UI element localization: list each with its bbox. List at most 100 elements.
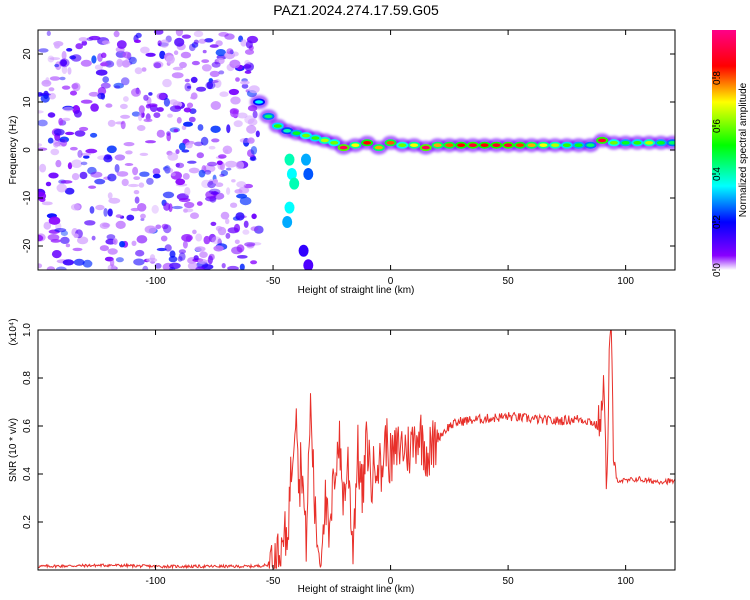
spectrogram-tail-mark <box>298 244 309 257</box>
noise-speckle <box>51 250 62 259</box>
noise-speckle <box>62 259 75 266</box>
ridge-core-mark <box>515 143 524 147</box>
noise-speckle <box>131 240 137 246</box>
noise-speckle <box>61 85 71 90</box>
x-tick-label: 50 <box>503 576 515 587</box>
noise-speckle <box>104 60 115 68</box>
noise-speckle <box>103 155 113 163</box>
y-tick-label: 0.4 <box>22 467 33 481</box>
noise-speckle <box>120 114 131 119</box>
noise-speckle <box>176 117 182 124</box>
ridge-core-mark <box>645 141 654 145</box>
noise-speckle <box>180 51 191 59</box>
x-tick-label: -100 <box>146 576 166 587</box>
noise-speckle <box>116 40 127 49</box>
noise-speckle <box>156 247 167 252</box>
noise-speckle <box>187 160 197 164</box>
noise-speckle <box>67 67 72 75</box>
noise-speckle <box>203 235 211 245</box>
snr-y-scale-label: (x10⁴) <box>8 318 19 345</box>
ridge-core-mark <box>339 145 348 150</box>
noise-speckle <box>202 49 207 54</box>
snr-x-axis-label: Height of straight line (km) <box>298 584 415 595</box>
noise-speckle <box>73 233 79 238</box>
noise-speckle <box>119 241 126 248</box>
noise-speckle <box>187 85 191 89</box>
noise-speckle <box>219 91 229 97</box>
noise-speckle <box>210 125 221 133</box>
ridge-core-mark <box>457 143 466 147</box>
noise-speckle <box>206 81 214 90</box>
noise-speckle <box>45 181 52 187</box>
noise-speckle <box>139 152 149 156</box>
noise-speckle <box>48 172 59 179</box>
noise-speckle <box>188 116 196 123</box>
noise-speckle <box>205 81 216 90</box>
noise-speckle <box>60 180 73 184</box>
noise-speckle <box>178 197 191 203</box>
spectrogram-tail-mark <box>301 153 311 166</box>
noise-speckle <box>64 187 75 195</box>
noise-speckle <box>230 202 238 208</box>
noise-speckle <box>102 76 109 83</box>
noise-speckle <box>190 212 199 219</box>
ridge-core-mark <box>598 138 607 143</box>
noise-speckle <box>146 257 158 263</box>
ridge-core-mark <box>656 141 665 145</box>
noise-speckle <box>77 149 83 158</box>
ridge-core-mark <box>398 143 407 147</box>
noise-speckle <box>247 118 258 126</box>
snr-y-axis-label: SNR (10 * v/v) <box>8 418 19 482</box>
noise-speckle <box>38 92 44 97</box>
noise-speckle <box>133 190 140 195</box>
noise-speckle <box>61 50 67 60</box>
noise-speckle <box>107 119 116 127</box>
colorbar-tick-label: 0.2 <box>712 215 723 229</box>
noise-speckle <box>94 64 103 70</box>
noise-speckle <box>195 233 203 242</box>
noise-speckle <box>209 80 219 83</box>
colorbar-tick-label: 0.6 <box>712 119 723 133</box>
noise-speckle <box>106 145 117 154</box>
noise-speckle <box>255 130 260 138</box>
ridge-core-mark <box>433 143 442 147</box>
noise-speckle <box>165 55 175 64</box>
noise-speckle <box>133 258 145 266</box>
noise-speckle <box>196 201 203 206</box>
noise-speckle <box>182 240 188 249</box>
noise-speckle <box>45 77 50 84</box>
noise-speckle <box>134 39 141 43</box>
noise-speckle <box>235 77 240 82</box>
noise-speckle <box>113 82 124 89</box>
noise-speckle <box>175 162 185 169</box>
noise-speckle <box>91 55 97 64</box>
noise-speckle <box>136 235 148 244</box>
noise-speckle <box>39 163 47 173</box>
ridge-core-mark <box>633 141 642 145</box>
ridge-core-mark <box>386 141 395 145</box>
noise-speckle <box>169 250 176 258</box>
noise-speckle <box>188 167 200 174</box>
y-tick-label: 0 <box>22 147 33 153</box>
noise-speckle <box>106 234 116 240</box>
noise-speckle <box>122 51 131 59</box>
noise-speckle <box>196 152 204 159</box>
noise-speckle <box>80 59 92 67</box>
y-tick-label: 20 <box>22 48 33 60</box>
noise-speckle <box>204 38 214 43</box>
noise-speckle <box>125 150 133 155</box>
noise-speckle <box>81 40 88 46</box>
noise-speckle <box>154 263 162 269</box>
noise-speckle <box>201 64 212 72</box>
noise-speckle <box>224 33 235 40</box>
snr-plot-area <box>38 330 675 570</box>
noise-speckle <box>71 159 83 168</box>
noise-speckle <box>90 103 99 112</box>
noise-speckle <box>162 78 172 88</box>
noise-speckle <box>193 30 204 38</box>
ridge-core-mark <box>421 145 430 150</box>
noise-speckle <box>41 80 51 85</box>
ridge-core-mark <box>292 131 301 135</box>
noise-speckle <box>87 166 97 175</box>
